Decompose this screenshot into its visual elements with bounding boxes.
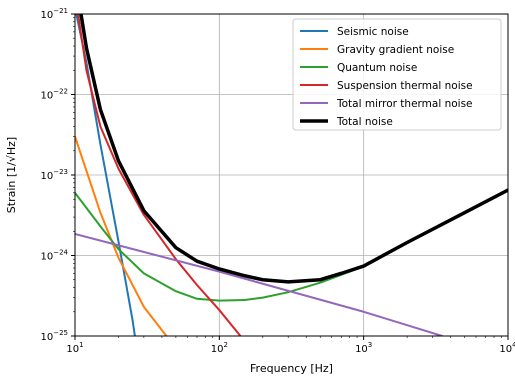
- x-tick-label: 102: [211, 341, 228, 355]
- y-tick-label: 10−21: [40, 7, 68, 21]
- y-tick-label: 10−24: [40, 249, 68, 263]
- tick-exponent: 3: [368, 341, 372, 349]
- legend-label-total-noise: Total noise: [336, 116, 393, 128]
- x-tick-label: 101: [66, 341, 83, 355]
- legend-label-quantum-noise: Quantum noise: [337, 62, 417, 74]
- tick-exponent: 4: [512, 341, 515, 349]
- y-axis-label: Strain [1/√Hz]: [5, 137, 18, 213]
- series-line-total-noise: [79, 14, 508, 284]
- tick-base: 10: [40, 91, 53, 102]
- series-layer: [75, 14, 508, 336]
- legend-label-gravity-gradient-noise: Gravity gradient noise: [337, 44, 454, 56]
- tick-exponent: −24: [53, 249, 68, 257]
- tick-base: 10: [40, 332, 53, 343]
- series-line-gravity-gradient-noise: [75, 135, 168, 336]
- legend-label-suspension-thermal-noise: Suspension thermal noise: [337, 80, 473, 92]
- tick-exponent: 1: [79, 341, 83, 349]
- legend-label-total-mirror-thermal-noise: Total mirror thermal noise: [336, 98, 473, 110]
- x-tick-label: 104: [499, 341, 515, 355]
- tick-base: 10: [355, 344, 368, 355]
- tick-base: 10: [211, 344, 224, 355]
- tick-exponent: 2: [223, 341, 227, 349]
- legend: Seismic noise Gravity gradient noise Quant…: [292, 18, 502, 131]
- tick-exponent: −25: [53, 329, 68, 337]
- legend-box: [292, 18, 502, 131]
- y-tick-label: 10−23: [40, 168, 68, 182]
- x-tick-label: 103: [355, 341, 372, 355]
- legend-label-seismic-noise: Seismic noise: [337, 26, 409, 38]
- tick-exponent: −21: [53, 7, 68, 15]
- tick-base: 10: [40, 171, 53, 182]
- tick-exponent: −23: [53, 168, 68, 176]
- tick-exponent: −22: [53, 88, 68, 96]
- series-line-suspension-thermal-noise: [77, 14, 242, 336]
- series-line-total-mirror-thermal-noise: [75, 232, 444, 336]
- y-tick-label: 10−22: [40, 88, 68, 102]
- tick-base: 10: [40, 10, 53, 21]
- tick-base: 10: [40, 252, 53, 263]
- tick-base: 10: [66, 344, 79, 355]
- x-axis-label: Frequency [Hz]: [250, 362, 333, 375]
- y-tick-label: 10−25: [40, 329, 68, 343]
- tick-base: 10: [499, 344, 512, 355]
